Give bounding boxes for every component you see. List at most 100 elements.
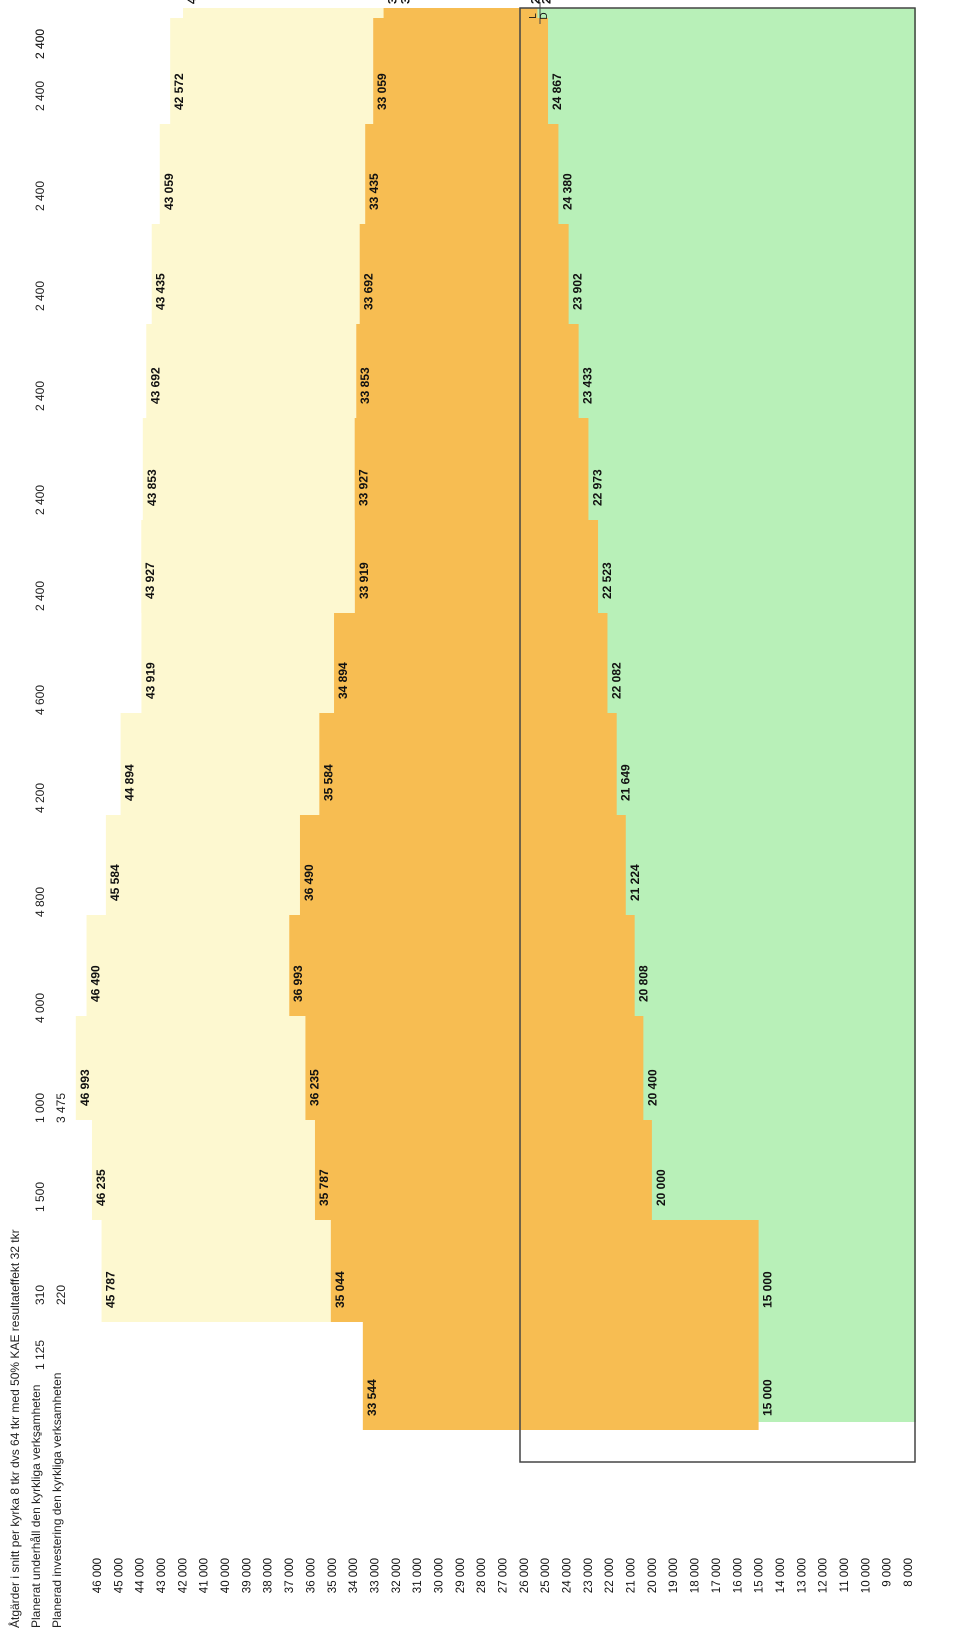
yellow-step xyxy=(141,520,355,613)
yellow-step xyxy=(159,124,366,224)
y-tick-label: 10 000 xyxy=(860,1558,872,1593)
green-value-label: 20 000 xyxy=(654,1169,668,1206)
orange-step xyxy=(373,18,549,124)
yellow-step xyxy=(91,1120,315,1220)
orange-value-label: 32 572 xyxy=(386,0,400,4)
yellow-value-label: 43 853 xyxy=(145,469,159,506)
orange-step xyxy=(354,418,589,520)
y-tick-label: 28 000 xyxy=(476,1558,488,1593)
orange-value-label: 33 692 xyxy=(362,273,376,310)
y-tick-label: 19 000 xyxy=(668,1558,680,1593)
underhall-value: 1 500 xyxy=(33,1182,47,1212)
green-value-label: 20 808 xyxy=(637,965,651,1002)
y-tick-label: 31 000 xyxy=(412,1558,424,1593)
orange-value-label: 31 965 xyxy=(399,0,413,4)
underhall-value: 310 xyxy=(33,1285,47,1305)
header-row1-label: Åtgärder i snitt per kyrka 8 tkr dvs 64 … xyxy=(7,1229,22,1628)
underhall-value: 2 400 xyxy=(33,281,47,311)
green-value-label: 23 433 xyxy=(581,367,595,404)
orange-value-label: 36 235 xyxy=(307,1069,321,1106)
green-value-label: 22 973 xyxy=(590,469,604,506)
yellow-value-label: 41 965 xyxy=(185,0,199,4)
y-tick-label: 33 000 xyxy=(369,1558,381,1593)
y-tick-label: 46 000 xyxy=(92,1558,104,1593)
orange-step xyxy=(319,713,617,815)
orange-step xyxy=(365,124,559,224)
orange-value-label: 35 584 xyxy=(321,764,335,801)
green-value-label: 22 082 xyxy=(609,662,623,699)
orange-value-label: 35 044 xyxy=(333,1271,347,1308)
green-value-label: 21 649 xyxy=(619,764,633,801)
orange-value-label: 33 435 xyxy=(367,173,381,210)
investering-value: 3 475 xyxy=(54,1093,68,1123)
yellow-step xyxy=(101,1220,331,1322)
y-tick-label: 40 000 xyxy=(220,1558,232,1593)
orange-value-label: 35 787 xyxy=(317,1169,331,1206)
green-value-label: 15 000 xyxy=(761,1271,775,1308)
y-tick-label: 27 000 xyxy=(498,1558,510,1593)
header-row2-label: Planerat underhåll den kyrkliga verksamh… xyxy=(29,1385,43,1628)
green-value-label: 24 867 xyxy=(550,73,564,110)
underhall-value: 4 200 xyxy=(33,783,47,813)
underhall-value: 2 400 xyxy=(33,581,47,611)
orange-value-label: 33 059 xyxy=(375,73,389,110)
y-tick-label: 29 000 xyxy=(455,1558,467,1593)
underhall-value: 4 600 xyxy=(33,685,47,715)
underhall-value: 1 125 xyxy=(33,1340,47,1370)
underhall-value: 4 800 xyxy=(33,887,47,917)
y-tick-label: 39 000 xyxy=(241,1558,253,1593)
yellow-step xyxy=(86,915,290,1016)
green-value-label: 24 380 xyxy=(560,173,574,210)
y-tick-label: 37 000 xyxy=(284,1558,296,1593)
yellow-value-label: 43 059 xyxy=(162,173,176,210)
yellow-step xyxy=(170,18,374,124)
yellow-value-label: 46 993 xyxy=(78,1069,92,1106)
y-tick-label: 35 000 xyxy=(327,1558,339,1593)
yellow-value-label: 45 787 xyxy=(104,1271,118,1308)
y-tick-label: 14 000 xyxy=(775,1558,787,1593)
underhall-value: 2 400 xyxy=(33,381,47,411)
y-tick-label: 13 000 xyxy=(796,1558,808,1593)
y-tick-label: 25 000 xyxy=(540,1558,552,1593)
yellow-value-label: 43 435 xyxy=(154,273,168,310)
yellow-step xyxy=(105,815,300,915)
yellow-step xyxy=(151,224,360,324)
y-tick-label: 45 000 xyxy=(113,1558,125,1593)
green-value-label: 22 523 xyxy=(600,562,614,599)
y-tick-label: 15 000 xyxy=(754,1558,766,1593)
y-tick-label: 23 000 xyxy=(583,1558,595,1593)
orange-value-label: 36 490 xyxy=(302,864,316,901)
yellow-value-label: 46 490 xyxy=(89,965,103,1002)
y-tick-label: 38 000 xyxy=(263,1558,275,1593)
y-tick-label: 32 000 xyxy=(391,1558,403,1593)
y-tick-label: 26 000 xyxy=(519,1558,531,1593)
orange-step xyxy=(396,8,527,18)
frame-note-top: L xyxy=(528,13,539,19)
underhall-value: 2 400 xyxy=(33,485,47,515)
yellow-value-label: 43 692 xyxy=(148,367,162,404)
orange-value-label: 33 853 xyxy=(358,367,372,404)
range-frame xyxy=(519,7,916,1463)
y-tick-label: 30 000 xyxy=(433,1558,445,1593)
orange-step xyxy=(334,613,608,713)
investering-value: 220 xyxy=(54,1285,68,1305)
y-tick-label: 41 000 xyxy=(199,1558,211,1593)
y-tick-label: 8 000 xyxy=(903,1558,915,1587)
orange-step xyxy=(362,1322,759,1430)
yellow-step xyxy=(142,418,355,520)
orange-step xyxy=(359,224,569,324)
underhall-value: - xyxy=(33,1432,47,1436)
green-value-label: 21 224 xyxy=(628,864,642,901)
yellow-value-label: 43 919 xyxy=(143,662,157,699)
underhall-value: 2 400 xyxy=(33,29,47,59)
orange-value-label: 36 993 xyxy=(291,965,305,1002)
underhall-value: 2 400 xyxy=(33,29,47,59)
y-tick-label: 17 000 xyxy=(711,1558,723,1593)
yellow-value-label: 43 927 xyxy=(143,562,157,599)
orange-step xyxy=(356,324,579,418)
y-tick-label: 36 000 xyxy=(305,1558,317,1593)
y-tick-label: 18 000 xyxy=(690,1558,702,1593)
y-tick-label: 44 000 xyxy=(135,1558,147,1593)
